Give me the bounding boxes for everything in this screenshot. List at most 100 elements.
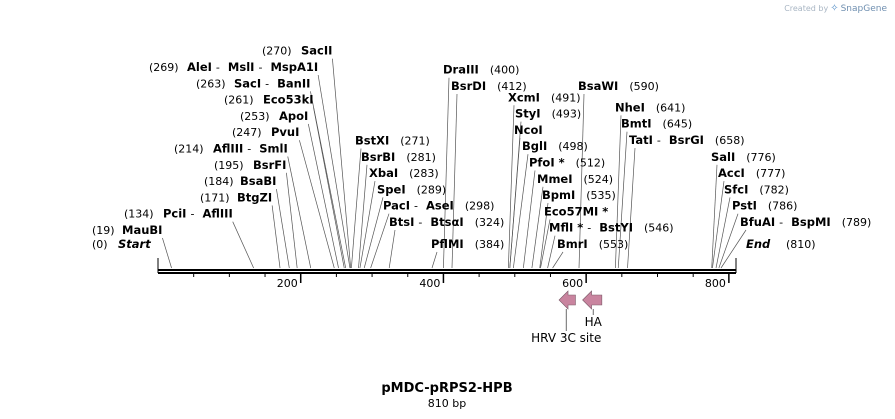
- feature-arrows: HRV 3C site HA: [531, 290, 603, 345]
- enzyme-name: ApoI: [279, 109, 308, 123]
- enzyme-name: AflIII: [213, 142, 243, 156]
- tick-label: 400: [419, 277, 440, 290]
- enzyme-site-bmri[interactable]: BmrI (553): [557, 237, 628, 251]
- enzyme-site-alei-msli-mspa1i[interactable]: (269) AleI - MslI - MspA1I: [149, 60, 318, 74]
- enzyme-site-bmti[interactable]: BmtI (645): [621, 117, 692, 131]
- leader-line: [540, 219, 551, 269]
- enzyme-site-btsi-bts-i[interactable]: BtsI - BtsαI (324): [389, 215, 504, 229]
- enzyme-name: MspA1I: [270, 60, 318, 74]
- enzyme-site-bsabi[interactable]: (184) BsaBI: [204, 174, 276, 188]
- leader-line: [627, 147, 636, 269]
- enzyme-name: NheI: [615, 100, 645, 114]
- app-name: SnapGene: [840, 3, 887, 14]
- enzyme-site-paci-asei[interactable]: PacI - AseI (298): [383, 199, 494, 213]
- leader-line: [615, 115, 622, 269]
- enzyme-site-draiii[interactable]: DraIII (400): [443, 63, 519, 77]
- enzyme-site-bsrdi[interactable]: BsrDI (412): [451, 79, 527, 93]
- enzyme-site-bsawi[interactable]: BsaWI (590): [578, 79, 659, 93]
- enzyme-site-bstxi[interactable]: BstXI (271): [355, 134, 430, 148]
- enzyme-site-pvui[interactable]: (247) PvuI: [232, 125, 299, 139]
- leader-line: [720, 229, 747, 269]
- enzyme-site-bfuai-bspmi[interactable]: BfuAI - BspMI (789): [740, 215, 871, 229]
- leader-line: [232, 221, 254, 269]
- enzyme-site-pfoi[interactable]: PfoI * (512): [529, 156, 605, 170]
- enzyme-site-bsrfi[interactable]: (195) BsrFI: [214, 158, 286, 172]
- leader-line: [443, 77, 450, 269]
- enzyme-site-acci[interactable]: AccI (777): [718, 166, 785, 180]
- leader-line: [431, 251, 438, 269]
- enzyme-site-sali[interactable]: SalI (776): [711, 150, 776, 164]
- enzyme-name: SalI: [711, 150, 735, 164]
- enzyme-name: BsrGI: [669, 133, 704, 147]
- site-position: (412): [497, 80, 527, 93]
- enzyme-name: BsaWI: [578, 79, 618, 93]
- enzyme-site-mfli-bstyi[interactable]: MflI * - BstYI (546): [549, 221, 674, 235]
- enzyme-site-bgli[interactable]: BglI (498): [522, 139, 588, 153]
- enzyme-name: DraIII: [443, 63, 479, 77]
- enzyme-separator: -: [258, 61, 262, 74]
- enzyme-site-saci-banii[interactable]: (263) SacI - BanII: [196, 76, 310, 90]
- enzyme-site-afliii-smli[interactable]: (214) AflIII - SmlI: [174, 142, 288, 156]
- leader-line: [617, 131, 628, 269]
- leader-line: [276, 189, 290, 269]
- enzyme-site-tati-bsrgi[interactable]: TatI - BsrGI (658): [629, 133, 745, 147]
- leader-line: [307, 123, 339, 269]
- enzyme-site-styi[interactable]: StyI (493): [515, 107, 581, 121]
- enzyme-name: XbaI: [369, 166, 398, 180]
- leader-line: [711, 164, 718, 269]
- site-position: (498): [558, 140, 588, 153]
- leader-line: [509, 121, 522, 269]
- enzyme-name: MauBI: [122, 223, 162, 237]
- enzyme-site-btgzi[interactable]: (171) BtgZI: [200, 190, 272, 204]
- enzyme-site-sacii[interactable]: (270) SacII: [262, 44, 332, 58]
- tick-label: 800: [705, 277, 726, 290]
- enzyme-site-eco57mi[interactable]: Eco57MI *: [544, 204, 608, 218]
- enzyme-site-apoi[interactable]: (253) ApoI: [240, 109, 308, 123]
- site-position: (493): [552, 108, 582, 121]
- enzyme-site-sfci[interactable]: SfcI (782): [724, 182, 789, 196]
- sequence-backbone: 200 400 600 800: [157, 258, 737, 290]
- site-position: (298): [465, 200, 495, 213]
- enzyme-name: PstI: [732, 199, 757, 213]
- enzyme-site-nhei[interactable]: NheI (641): [615, 100, 685, 114]
- site-position: (261): [224, 94, 254, 107]
- leader-line: [317, 74, 351, 269]
- enzyme-site-pcii-afliii[interactable]: (134) PciI - AflIII: [124, 207, 233, 221]
- enzyme-name: BglI: [522, 139, 547, 153]
- enzyme-site-bsrbi[interactable]: BsrBI (281): [361, 150, 436, 164]
- map-title: pMDC-pRPS2-HPB: [381, 381, 512, 396]
- enzyme-name: PvuI: [271, 125, 299, 139]
- enzyme-site-spei[interactable]: SpeI (289): [377, 182, 446, 196]
- site-position: (524): [584, 173, 614, 186]
- feature-label: HRV 3C site: [531, 331, 601, 345]
- enzyme-site-ncoi[interactable]: NcoI: [514, 123, 543, 137]
- feature-arrow: [558, 290, 576, 310]
- enzyme-site-xbai[interactable]: XbaI (283): [369, 166, 439, 180]
- enzyme-separator: -: [418, 216, 422, 229]
- enzyme-site-xcmi[interactable]: XcmI (491): [508, 90, 581, 104]
- enzyme-separator: -: [216, 61, 220, 74]
- site-position: (491): [551, 91, 581, 104]
- enzyme-site-eco53ki[interactable]: (261) Eco53kI: [224, 93, 314, 107]
- feature-hrv-3c-site[interactable]: HRV 3C site: [531, 290, 601, 345]
- enzyme-site-mmei[interactable]: MmeI (524): [537, 172, 613, 186]
- leader-line: [539, 203, 549, 269]
- enzyme-separator: -: [265, 77, 269, 90]
- site-position: (283): [409, 167, 439, 180]
- site-position: (553): [599, 238, 629, 251]
- enzyme-name: SpeI: [377, 182, 406, 196]
- enzyme-site-maubi[interactable]: (19) MauBI: [92, 223, 162, 237]
- site-position: (645): [663, 118, 693, 131]
- enzyme-name: BtsI: [389, 215, 414, 229]
- backbone-bottom-strand: [158, 272, 736, 274]
- enzyme-name: PflMI: [431, 237, 464, 251]
- enzyme-labels: (19) MauBI (134) PciI - AflIII (171) BtgZI (184)…: [92, 44, 871, 251]
- enzyme-site-psti[interactable]: PstI (786): [732, 199, 797, 213]
- enzyme-site-pflmi[interactable]: PflMI (384): [431, 237, 504, 251]
- feature-ha[interactable]: HA: [582, 290, 603, 329]
- site-position: (546): [644, 222, 674, 235]
- site-position: (134): [124, 208, 154, 221]
- enzyme-site-bpmi[interactable]: BpmI (535): [542, 188, 616, 202]
- leader-line: [712, 181, 725, 269]
- site-position: (269): [149, 61, 179, 74]
